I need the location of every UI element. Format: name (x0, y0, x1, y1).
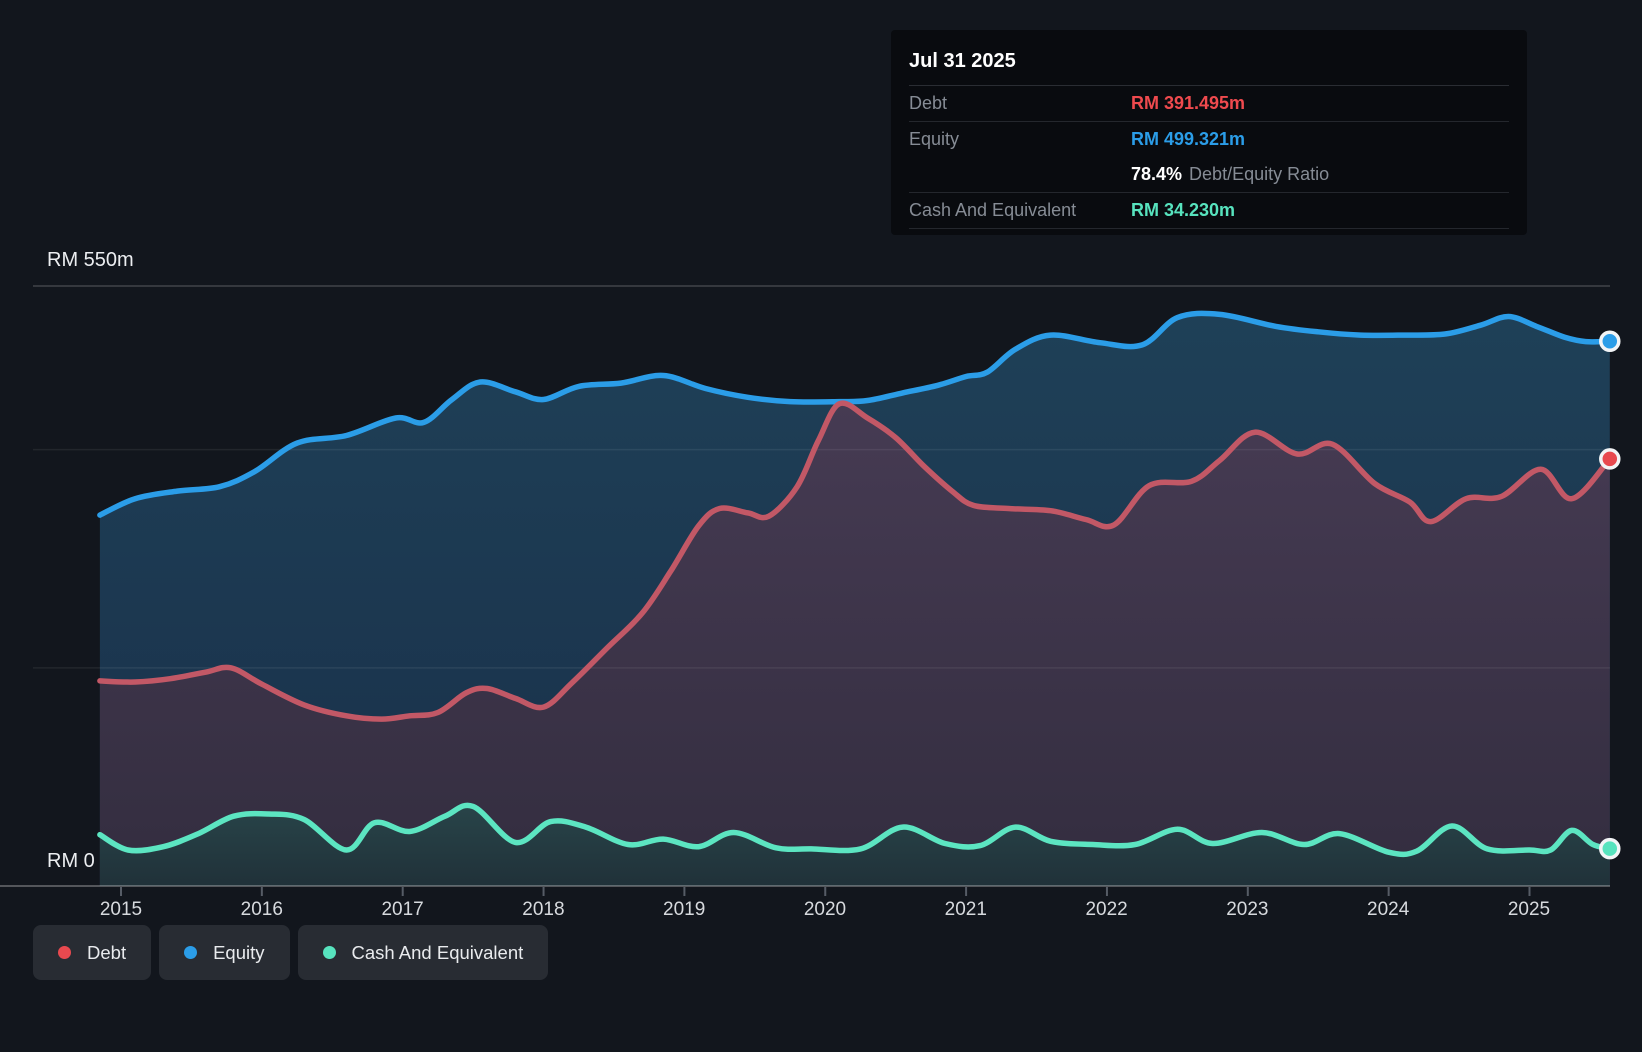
y-axis-zero-label: RM 0 (47, 850, 95, 872)
cash-color-dot-icon (322, 946, 336, 959)
legend-item-equity[interactable]: Equity (159, 925, 290, 980)
tooltip-cash-label: Cash And Equivalent (909, 200, 1077, 220)
legend-debt-label: Debt (87, 941, 127, 963)
x-axis-labels: 2015 2016 2017 2018 2019 2020 2021 2022 … (76, 899, 1574, 921)
x-axis-year-label: 2022 (1085, 899, 1128, 920)
x-axis-year-label: 2023 (1226, 899, 1269, 920)
tooltip-row-cash: Cash And Equivalent RM 34.230m (909, 193, 1509, 229)
x-axis-year-label: 2016 (240, 899, 283, 920)
tooltip-equity-label: Equity (909, 129, 960, 149)
y-axis-max-label: RM 550m (47, 249, 134, 271)
legend-item-cash[interactable]: Cash And Equivalent (297, 925, 549, 980)
x-axis-year-label: 2018 (522, 899, 565, 920)
debt-color-dot-icon (58, 946, 71, 959)
x-axis-year-label: 2021 (944, 899, 987, 920)
x-axis-year-label: 2020 (803, 899, 847, 920)
x-axis-year-label: 2015 (99, 899, 143, 920)
x-axis-year-label: 2024 (1367, 899, 1410, 920)
legend-item-debt[interactable]: Debt (33, 925, 152, 980)
tooltip-equity-value: RM 499.321m (1131, 129, 1246, 149)
x-axis-year-label: 2017 (381, 899, 424, 920)
tooltip-debt-label: Debt (909, 93, 948, 113)
legend: Debt Equity Cash And Equivalent (33, 925, 549, 980)
tooltip-row-ratio: 78.4% Debt/Equity Ratio (909, 157, 1509, 193)
legend-equity-label: Equity (213, 941, 265, 963)
tooltip-ratio-label: Debt/Equity Ratio (1189, 164, 1330, 184)
tooltip-ratio-value: 78.4% (1131, 164, 1183, 184)
legend-cash-label: Cash And Equivalent (351, 941, 524, 963)
tooltip-date: Jul 31 2025 (909, 44, 1509, 86)
equity-color-dot-icon (184, 946, 198, 959)
tooltip-cash-value: RM 34.230m (1131, 200, 1236, 220)
tooltip-row-debt: Debt RM 391.495m (909, 86, 1509, 122)
tooltip-debt-value: RM 391.495m (1131, 93, 1246, 113)
x-axis-year-label: 2025 (1507, 899, 1551, 920)
tooltip-row-equity: Equity RM 499.321m (909, 122, 1509, 157)
chart-tooltip: Jul 31 2025 Debt RM 391.495m Equity RM 4… (891, 30, 1527, 235)
x-axis-year-label: 2019 (663, 899, 706, 920)
